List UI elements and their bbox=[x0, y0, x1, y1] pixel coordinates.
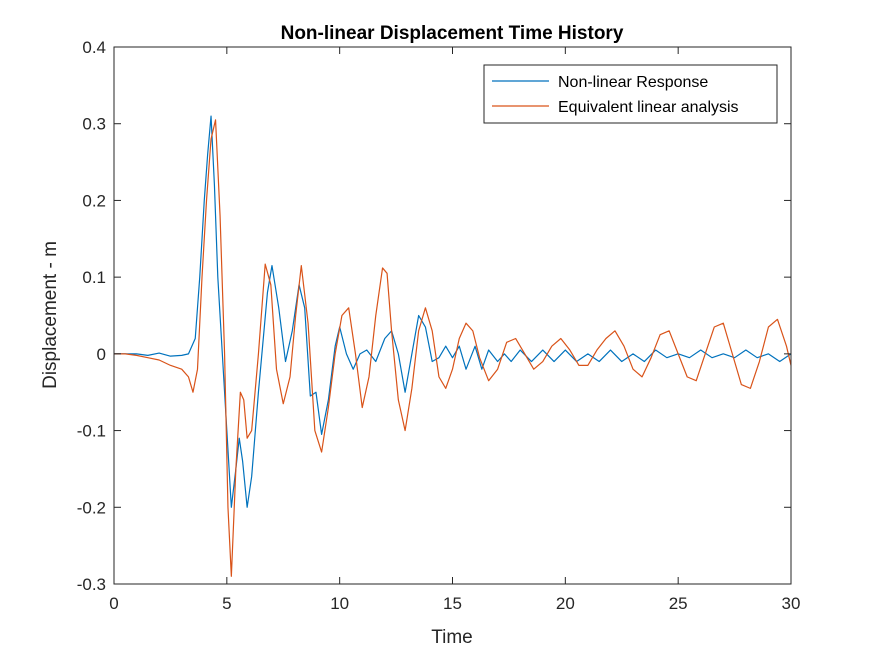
x-tick-label: 10 bbox=[330, 594, 349, 613]
y-tick-label: -0.2 bbox=[77, 498, 106, 517]
y-tick-label: -0.3 bbox=[77, 575, 106, 594]
series-line-1 bbox=[114, 119, 792, 577]
x-tick-label: 15 bbox=[443, 594, 462, 613]
y-tick-label: 0.3 bbox=[82, 115, 106, 134]
x-axis-label: Time bbox=[431, 627, 473, 648]
x-tick-label: 5 bbox=[222, 594, 231, 613]
y-tick-label: 0.2 bbox=[82, 191, 106, 210]
y-tick-label: 0.1 bbox=[82, 268, 106, 287]
x-tick-label: 0 bbox=[109, 594, 118, 613]
y-tick-label: -0.1 bbox=[77, 422, 106, 441]
legend-label-equivalent-linear-analysis: Equivalent linear analysis bbox=[558, 99, 739, 116]
x-tick-label: 30 bbox=[782, 594, 801, 613]
y-tick-label: 0 bbox=[97, 345, 106, 364]
legend-box bbox=[483, 64, 778, 124]
ticks-layer: 0 5 10 15 20 25 30 -0.3 -0.2 -0.1 0 0.1 0.2 0.3 0.4 bbox=[77, 38, 801, 613]
legend-label-non-linear-response: Non-linear Response bbox=[558, 74, 708, 91]
x-tick-label: 25 bbox=[669, 594, 688, 613]
plot-background bbox=[114, 47, 791, 584]
legend: Non-linear Response Equivalent linear an… bbox=[483, 64, 778, 124]
y-tick-label: 0.4 bbox=[82, 38, 106, 57]
y-axis-label: Displacement - m bbox=[40, 241, 61, 389]
series-layer bbox=[114, 115, 792, 577]
x-tick-label: 20 bbox=[556, 594, 575, 613]
chart-title: Non-linear Displacement Time History bbox=[281, 23, 624, 44]
